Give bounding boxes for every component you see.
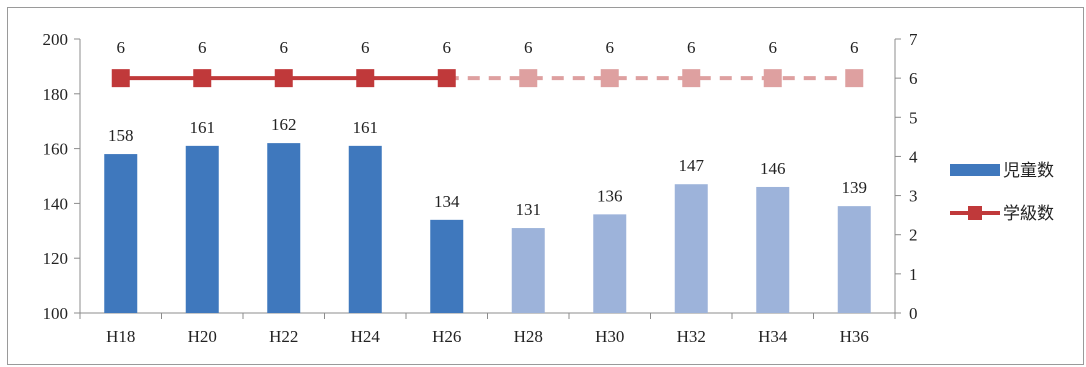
line-data-label: 6 (443, 38, 452, 57)
y-left-tick-label: 100 (43, 304, 69, 323)
line-data-label: 6 (117, 38, 126, 57)
y-left-tick-label: 200 (43, 30, 69, 49)
x-tick-label: H18 (106, 327, 135, 346)
bar (185, 145, 219, 313)
bar (348, 145, 382, 313)
line-data-label: 6 (769, 38, 778, 57)
bar (104, 154, 138, 313)
bar (756, 186, 790, 313)
bar-data-label: 161 (353, 118, 379, 137)
bar-data-label: 162 (271, 115, 297, 134)
bar-data-label: 161 (190, 118, 216, 137)
x-tick-label: H36 (840, 327, 869, 346)
legend-label-bar: 児童数 (1003, 161, 1054, 180)
y-right-tick-label: 7 (909, 30, 918, 49)
y-right-tick-label: 6 (909, 69, 918, 88)
line-point-marker (682, 69, 701, 88)
x-tick-label: H26 (432, 327, 461, 346)
x-tick-label: H28 (514, 327, 543, 346)
line-point-marker (763, 69, 782, 88)
line-data-label: 6 (687, 38, 696, 57)
legend-label-line: 学級数 (1003, 204, 1054, 223)
line-data-label: 6 (606, 38, 615, 57)
bar-data-label: 147 (679, 156, 705, 175)
line-point-marker (274, 69, 293, 88)
bar (430, 219, 464, 313)
x-tick-label: H30 (595, 327, 624, 346)
bar-data-label: 136 (597, 186, 623, 205)
bar-data-label: 158 (108, 126, 134, 145)
line-data-label: 6 (361, 38, 370, 57)
line-point-marker (356, 69, 375, 88)
x-tick-label: H24 (351, 327, 381, 346)
bar (837, 206, 871, 313)
y-left-tick-label: 120 (43, 249, 69, 268)
line-point-marker (111, 69, 130, 88)
line-point-marker (600, 69, 619, 88)
line-point-marker (519, 69, 538, 88)
line-data-label: 6 (850, 38, 859, 57)
y-right-tick-label: 0 (909, 304, 918, 323)
line-point-marker (845, 69, 864, 88)
y-right-tick-label: 4 (909, 147, 918, 166)
y-left-tick-label: 160 (43, 140, 69, 159)
bar-data-label: 139 (842, 178, 868, 197)
y-right-tick-label: 1 (909, 265, 918, 284)
bar-data-label: 131 (516, 200, 542, 219)
bar (511, 228, 545, 313)
line-point-marker (193, 69, 212, 88)
line-data-label: 6 (198, 38, 207, 57)
legend-swatch-marker (968, 206, 982, 220)
bar-data-label: 146 (760, 159, 786, 178)
x-tick-label: H20 (188, 327, 217, 346)
line-data-label: 6 (524, 38, 533, 57)
bar-data-label: 134 (434, 192, 460, 211)
y-right-tick-label: 3 (909, 187, 918, 206)
x-tick-label: H22 (269, 327, 298, 346)
line-point-marker (437, 69, 456, 88)
y-left-tick-label: 180 (43, 85, 69, 104)
y-right-tick-label: 5 (909, 108, 918, 127)
x-tick-label: H32 (677, 327, 706, 346)
legend-swatch-bar (950, 164, 1000, 176)
x-tick-label: H34 (758, 327, 788, 346)
bar (593, 214, 627, 313)
y-right-tick-label: 2 (909, 226, 918, 245)
bar (267, 143, 301, 313)
bar (674, 184, 708, 313)
y-left-tick-label: 140 (43, 194, 69, 213)
line-data-label: 6 (280, 38, 289, 57)
